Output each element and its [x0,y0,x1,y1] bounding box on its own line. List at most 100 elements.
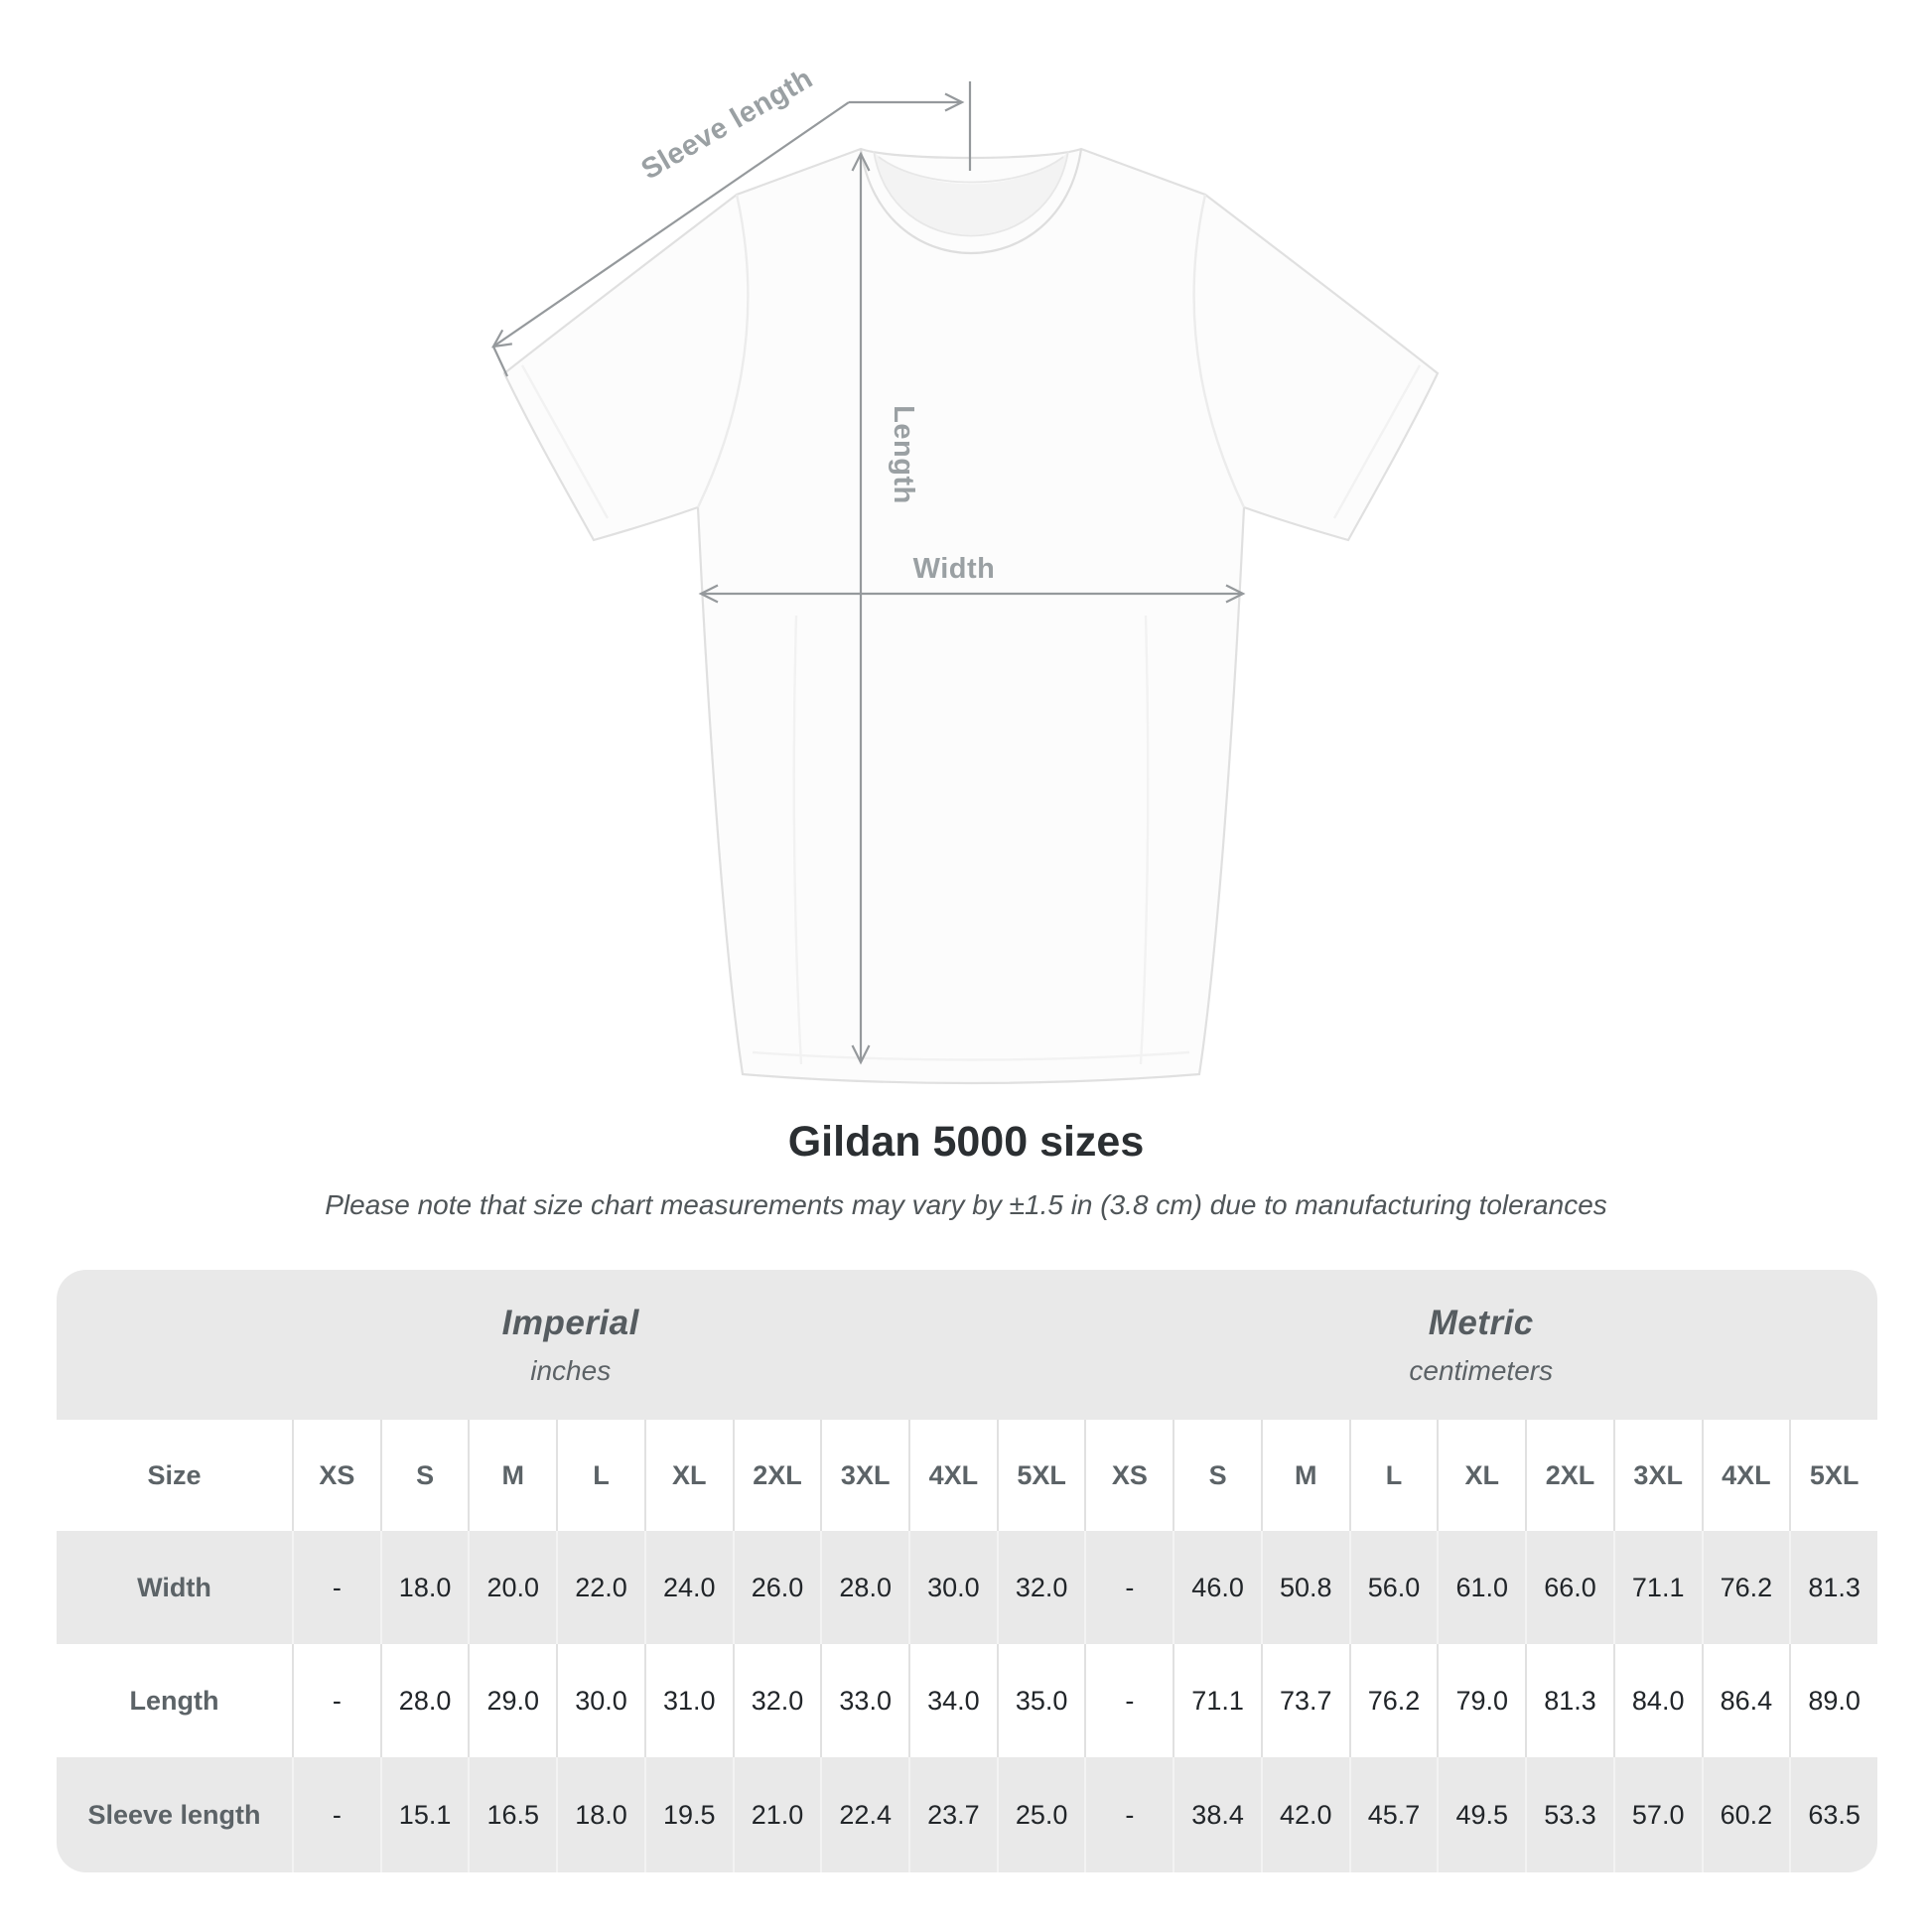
sleeve-value-cell: 60.2 [1701,1757,1790,1872]
unit-header-imperial: Imperial inches [57,1270,1085,1420]
length-value-cell: 76.2 [1348,1644,1438,1757]
length-value-cell: 89.0 [1789,1644,1877,1757]
width-value-cell: 28.0 [820,1531,909,1644]
sleeve-hem-right [1332,364,1422,519]
sleeve-length-label: Sleeve length [636,63,819,186]
size-col-header: 3XL [1612,1420,1702,1531]
imperial-subtitle: inches [530,1354,612,1386]
width-value-cell: 50.8 [1260,1531,1349,1644]
length-value-cell: 31.0 [643,1644,733,1757]
sleeve-value-cell: 19.5 [643,1757,733,1872]
width-value-cell: 20.0 [468,1531,557,1644]
size-col-header: 2XL [1525,1420,1613,1531]
corner-label: Size [57,1420,292,1531]
width-value-cell: 22.0 [556,1531,644,1644]
width-value-cell: 26.0 [732,1531,821,1644]
page-title: Gildan 5000 sizes [787,1118,1145,1166]
length-value-cell: 84.0 [1612,1644,1702,1757]
sleeve-value-cell: 18.0 [556,1757,644,1872]
width-label: Width [913,553,996,585]
sleeve-value-cell: 15.1 [379,1757,469,1872]
sleeve-value-cell: 38.4 [1173,1757,1261,1872]
fold-line-right [1139,615,1150,1065]
width-value-cell: 76.2 [1701,1531,1790,1644]
collar-back-edge [878,156,1064,184]
row-label-length: Length [57,1644,292,1757]
tshirt-body [502,147,1440,1085]
tshirt-measurement-diagram: Sleeve length Length Width [490,63,1440,1085]
width-value-cell: - [1084,1531,1173,1644]
length-value-cell: 79.0 [1437,1644,1526,1757]
size-col-header: XS [1084,1420,1173,1531]
size-col-header: M [1260,1420,1349,1531]
length-value-cell: - [292,1644,380,1757]
width-value-cell: 56.0 [1348,1531,1438,1644]
armhole-seam-left [696,194,750,508]
sleeve-value-cell: 22.4 [820,1757,909,1872]
sleeve-value-cell: 42.0 [1260,1757,1349,1872]
tshirt-illustration [502,147,1440,1085]
size-table: Imperial inches Metric centimeters Size … [57,1270,1877,1872]
width-value-cell: - [292,1531,380,1644]
tolerance-note: Please note that size chart measurements… [325,1189,1607,1220]
sleeve-value-cell: 49.5 [1437,1757,1526,1872]
width-value-cell: 30.0 [908,1531,997,1644]
armhole-seam-right [1192,194,1246,508]
sleeve-value-cell: - [292,1757,380,1872]
width-value-cell: 24.0 [643,1531,733,1644]
width-value-cell: 71.1 [1612,1531,1702,1644]
length-value-cell: 35.0 [996,1644,1085,1757]
collar-outer-seam [859,148,1083,255]
collar-ribbing-edge [873,150,1069,237]
sleeve-value-cell: 53.3 [1525,1757,1613,1872]
sleeve-value-cell: 25.0 [996,1757,1085,1872]
sleeve-value-cell: 21.0 [732,1757,821,1872]
size-col-header: XS [292,1420,380,1531]
width-value-cell: 18.0 [379,1531,469,1644]
size-col-header: 4XL [908,1420,997,1531]
size-col-header: S [379,1420,469,1531]
bottom-hem-stitch [752,1050,1190,1061]
sleeve-value-cell: 16.5 [468,1757,557,1872]
width-value-cell: 61.0 [1437,1531,1526,1644]
row-label-sleeve-length: Sleeve length [57,1757,292,1872]
size-col-header: XL [643,1420,733,1531]
size-col-header: M [468,1420,557,1531]
sleeve-length-arrow [490,101,850,348]
length-value-cell: 28.0 [379,1644,469,1757]
sleeve-length-leader [492,345,508,377]
length-value-cell: - [1084,1644,1173,1757]
size-col-header: L [1348,1420,1438,1531]
row-label-width: Width [57,1531,292,1644]
metric-title: Metric [1428,1303,1534,1342]
width-value-cell: 32.0 [996,1531,1085,1644]
sleeve-value-cell: 63.5 [1789,1757,1877,1872]
length-value-cell: 32.0 [732,1644,821,1757]
length-value-cell: 33.0 [820,1644,909,1757]
length-value-cell: 71.1 [1173,1644,1261,1757]
width-value-cell: 46.0 [1173,1531,1261,1644]
size-col-header: 5XL [1789,1420,1877,1531]
sleeve-hem-left [520,364,610,519]
sleeve-value-cell: 45.7 [1348,1757,1438,1872]
width-value-cell: 81.3 [1789,1531,1877,1644]
size-col-header: 2XL [732,1420,821,1531]
size-col-header: 5XL [996,1420,1085,1531]
length-value-cell: 86.4 [1701,1644,1790,1757]
length-value-cell: 29.0 [468,1644,557,1757]
size-col-header: S [1173,1420,1261,1531]
length-value-cell: 73.7 [1260,1644,1349,1757]
length-value-cell: 81.3 [1525,1644,1613,1757]
sleeve-value-cell: 23.7 [908,1757,997,1872]
size-col-header: L [556,1420,644,1531]
collar-shadow [874,152,1068,235]
width-value-cell: 66.0 [1525,1531,1613,1644]
length-label: Length [888,405,919,504]
imperial-title: Imperial [501,1303,639,1342]
length-value-cell: 30.0 [556,1644,644,1757]
size-col-header: 3XL [820,1420,909,1531]
metric-subtitle: centimeters [1409,1354,1554,1386]
size-col-header: 4XL [1701,1420,1790,1531]
size-col-header: XL [1437,1420,1526,1531]
